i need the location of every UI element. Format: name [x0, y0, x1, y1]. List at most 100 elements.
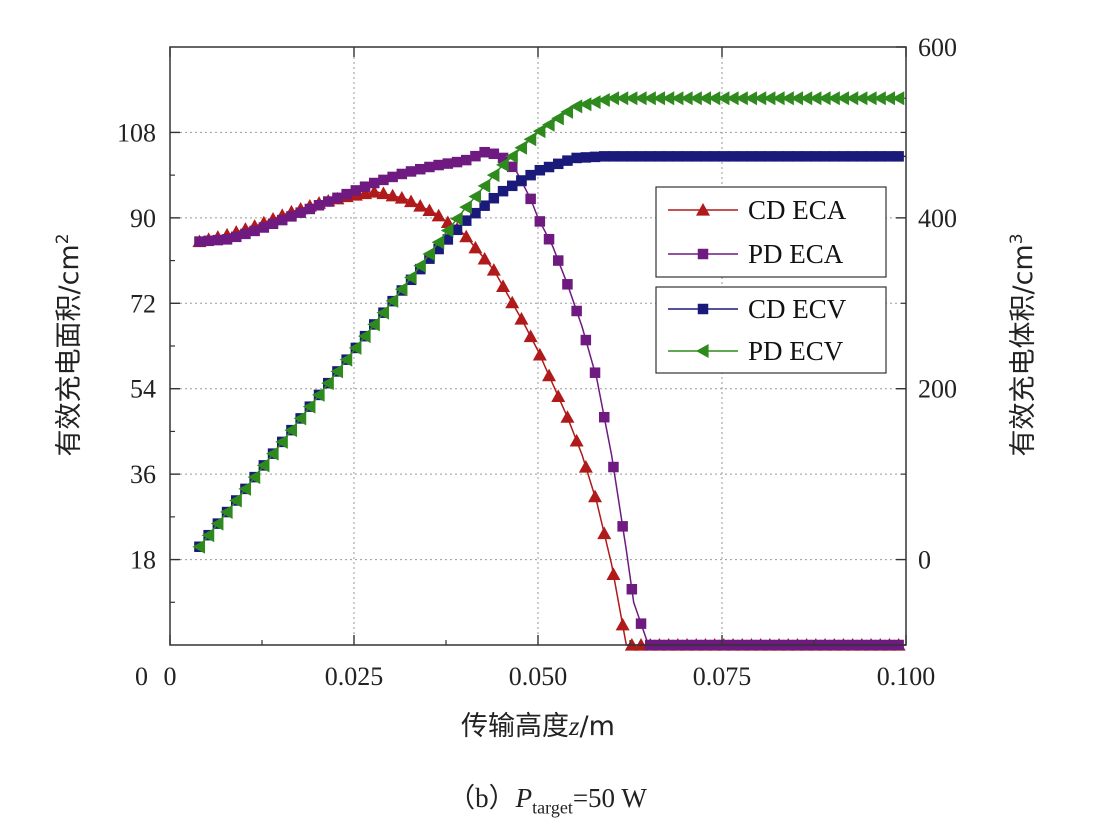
data-point — [479, 146, 490, 158]
data-point — [422, 203, 437, 217]
data-point — [635, 151, 647, 162]
data-point — [394, 282, 408, 297]
data-point — [404, 270, 417, 285]
legend-area-box — [655, 186, 887, 278]
data-point — [819, 151, 831, 162]
data-point — [424, 253, 435, 264]
data-point — [753, 91, 767, 106]
data-point — [295, 207, 306, 218]
data-point — [210, 516, 224, 531]
data-point — [460, 154, 472, 166]
caption-p-symbol: P — [515, 783, 533, 813]
data-point — [525, 193, 536, 205]
data-point — [696, 203, 710, 216]
data-point — [716, 91, 730, 106]
data-point — [506, 161, 518, 173]
data-point — [598, 411, 610, 423]
x-tick-label-origin: 0 — [135, 662, 148, 691]
data-point — [680, 91, 693, 106]
x-axis-title: 传输高度z/m — [461, 711, 615, 742]
data-point — [644, 151, 656, 162]
data-point — [514, 140, 528, 155]
data-point — [332, 192, 343, 204]
x-tick-label: 0.100 — [877, 662, 936, 691]
data-point — [643, 91, 656, 106]
data-point — [505, 295, 520, 309]
data-point — [431, 208, 446, 222]
data-point — [293, 411, 307, 426]
data-point — [700, 151, 711, 162]
data-point — [413, 258, 426, 273]
data-point — [275, 434, 288, 449]
data-point — [790, 91, 804, 106]
data-point — [670, 91, 684, 106]
x-tick-label: 0.050 — [509, 662, 568, 691]
data-point — [799, 91, 813, 106]
data-point — [755, 151, 766, 162]
data-point — [571, 152, 582, 164]
data-point — [460, 215, 472, 226]
y-right-tick-label: 0 — [918, 546, 931, 575]
y-left-tick-label: 18 — [130, 546, 156, 575]
data-point — [782, 151, 794, 162]
data-point — [256, 458, 270, 473]
data-point — [385, 188, 400, 202]
data-point — [378, 174, 389, 186]
legend-volume-box — [655, 286, 887, 374]
y-left-tick-label: 36 — [130, 460, 156, 489]
data-point — [194, 236, 205, 247]
figure-caption: （b）Ptarget=50 W — [0, 776, 1095, 818]
data-point — [589, 151, 601, 163]
y-axis-left-title: 有效充电面积/cm2 — [53, 233, 85, 456]
data-point — [626, 583, 638, 595]
data-point — [488, 148, 500, 160]
data-point — [376, 305, 390, 320]
data-point — [433, 159, 444, 171]
data-point — [578, 97, 592, 112]
series-pd-ecv — [192, 91, 906, 554]
data-point — [359, 181, 371, 192]
data-point — [560, 410, 575, 423]
data-point — [433, 243, 444, 255]
data-point — [284, 423, 298, 438]
axis-ticks — [169, 46, 907, 645]
y-left-tick-label: 108 — [117, 118, 156, 147]
x-tick-label: 0 — [164, 662, 177, 691]
data-point — [828, 151, 840, 162]
data-point — [221, 234, 233, 245]
data-point — [350, 185, 362, 196]
data-point — [230, 231, 242, 243]
data-point — [322, 196, 334, 207]
data-point — [534, 164, 546, 176]
data-point — [497, 152, 509, 164]
legend-volume: CD ECV PD ECV — [655, 286, 887, 374]
data-point — [376, 186, 391, 200]
data-point — [847, 151, 858, 162]
data-point — [792, 151, 803, 162]
data-point — [836, 91, 850, 106]
y-axis-right-title: 有效充电体积/cm3 — [1007, 233, 1039, 456]
data-point — [696, 344, 709, 358]
data-point — [341, 188, 352, 200]
data-point — [552, 255, 564, 266]
data-point — [764, 151, 776, 162]
data-point — [543, 233, 555, 245]
data-point — [838, 151, 849, 162]
legend-label: CD ECV — [748, 294, 847, 324]
data-point — [569, 433, 584, 447]
data-point — [486, 168, 500, 183]
data-point — [578, 460, 593, 473]
data-point — [212, 234, 224, 246]
data-point — [626, 151, 638, 162]
data-point — [479, 200, 490, 211]
data-point — [367, 317, 380, 332]
data-point — [240, 228, 251, 240]
data-point — [652, 91, 666, 106]
data-point — [873, 91, 886, 106]
y-left-tick-label: 54 — [130, 375, 156, 404]
data-point — [661, 91, 675, 106]
data-point — [606, 91, 620, 106]
data-point — [488, 192, 500, 204]
data-point — [854, 91, 868, 106]
data-point — [313, 200, 325, 211]
